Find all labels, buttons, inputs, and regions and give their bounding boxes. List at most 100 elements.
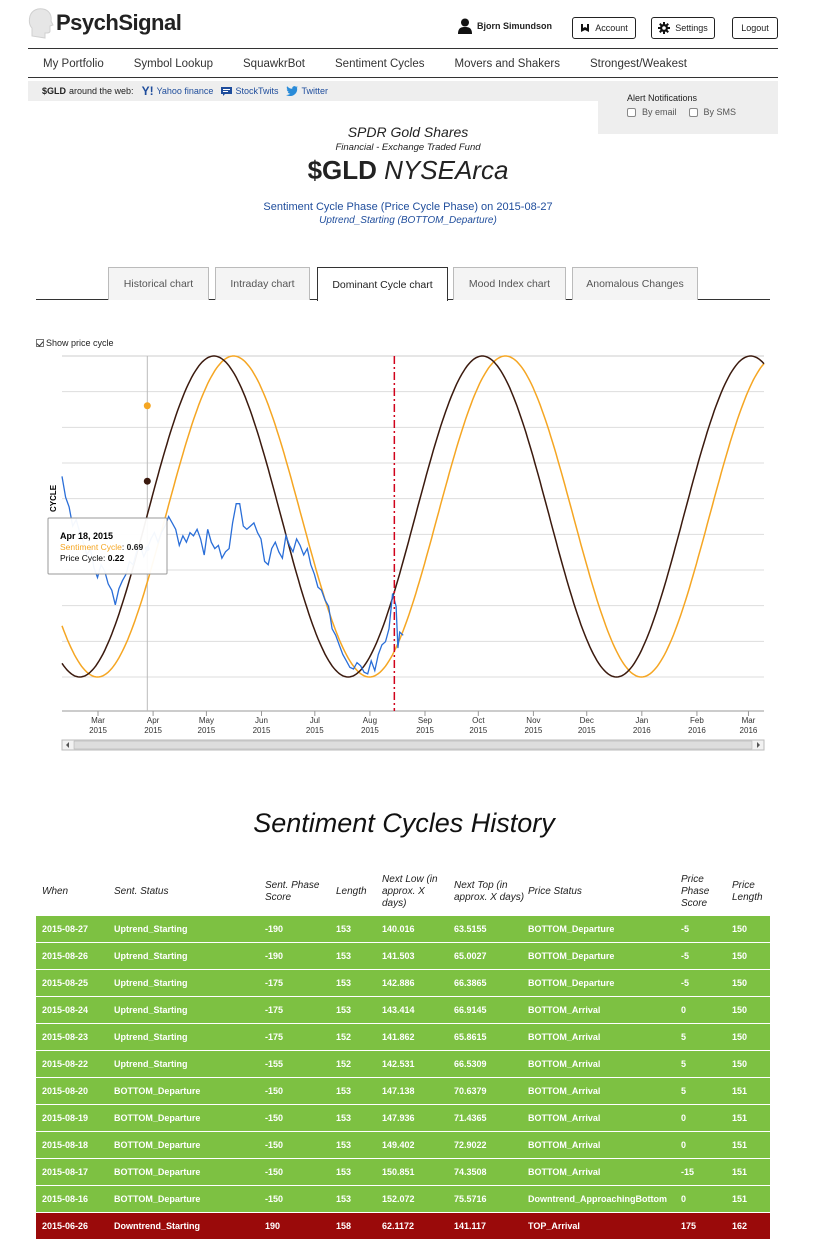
col-when-header[interactable]: When xyxy=(42,885,69,897)
twitter-link[interactable]: Twitter xyxy=(286,86,328,96)
nav-strongest-weakest[interactable]: Strongest/Weakest xyxy=(589,58,687,70)
scroll-right-icon[interactable] xyxy=(757,742,760,748)
tooltip-price-value: 0.22 xyxy=(108,553,125,563)
scroll-left-icon[interactable] xyxy=(66,742,69,748)
show-price-cycle-label: Show price cycle xyxy=(46,338,114,348)
cell-length: 153 xyxy=(336,1086,352,1096)
twitter-label: Twitter xyxy=(301,86,328,96)
cell-status: BOTTOM_Departure xyxy=(114,1194,201,1204)
chart-scrollbar[interactable] xyxy=(61,739,765,751)
yahoo-finance-link[interactable]: Y! Yahoo finance xyxy=(142,84,214,98)
tab-mood-index-chart[interactable]: Mood Index chart xyxy=(453,267,566,300)
x-tick-month-label: Nov xyxy=(526,716,540,725)
price-cycle-line[interactable] xyxy=(61,355,765,678)
price-cycle-point xyxy=(143,477,151,485)
table-row[interactable]: 2015-08-27 Uptrend_Starting -190 153 140.016… xyxy=(36,915,770,942)
stocktwits-link[interactable]: StockTwits xyxy=(221,86,278,96)
nav-movers-and-shakers[interactable]: Movers and Shakers xyxy=(454,58,560,70)
cell-price-status: Downtrend_ApproachingBottom xyxy=(528,1194,667,1204)
cell-price-length: 150 xyxy=(732,1059,748,1069)
dominant-cycle-chart[interactable]: CYCLE Mar2015Apr2015May2015Jun2015Jul201… xyxy=(0,340,816,760)
cell-when: 2015-08-19 xyxy=(42,1113,89,1123)
user-icon xyxy=(458,18,472,34)
x-tick-year-label: 2015 xyxy=(144,726,162,735)
col-price-status-header[interactable]: Price Status xyxy=(528,885,582,897)
tab-dominant-cycle-chart[interactable]: Dominant Cycle chart xyxy=(317,267,448,301)
cell-when: 2015-08-17 xyxy=(42,1167,89,1177)
user-profile[interactable]: Bjorn Simundson xyxy=(458,18,552,34)
table-row[interactable]: 2015-08-26 Uptrend_Starting -190 153 141.503… xyxy=(36,942,770,969)
logout-button[interactable]: Logout xyxy=(732,17,778,39)
tab-intraday-chart[interactable]: Intraday chart xyxy=(215,267,310,300)
col-sent-status-header[interactable]: Sent. Status xyxy=(114,885,169,897)
cell-status: Uptrend_Starting xyxy=(114,1005,188,1015)
cell-price-score: 5 xyxy=(681,1032,687,1042)
table-row[interactable]: 2015-08-24 Uptrend_Starting -175 153 143.414… xyxy=(36,996,770,1023)
nav-squawkrbot[interactable]: SquawkrBot xyxy=(243,58,306,70)
col-price-length-header[interactable]: Price Length xyxy=(732,879,763,903)
cell-next-low: 152.072 xyxy=(382,1194,415,1204)
col-next-top-header[interactable]: Next Top (in approx. X days) xyxy=(454,879,525,903)
cell-when: 2015-06-26 xyxy=(42,1221,89,1231)
table-row[interactable]: 2015-08-19 BOTTOM_Departure -150 153 147.936… xyxy=(36,1104,770,1131)
table-row[interactable]: 2015-08-20 BOTTOM_Departure -150 153 147.138… xyxy=(36,1077,770,1104)
settings-button[interactable]: Settings xyxy=(651,17,715,39)
alert-email-checkbox[interactable]: By email xyxy=(627,107,677,117)
cell-when: 2015-08-23 xyxy=(42,1032,89,1042)
cell-score: -175 xyxy=(265,1005,284,1015)
table-row[interactable]: 2015-08-22 Uptrend_Starting -155 152 142.531… xyxy=(36,1050,770,1077)
nav-symbol-lookup[interactable]: Symbol Lookup xyxy=(133,58,213,70)
cell-score: -155 xyxy=(265,1059,284,1069)
table-row[interactable]: 2015-06-26 Downtrend_Starting 190 158 62.117… xyxy=(36,1212,770,1239)
cell-when: 2015-08-26 xyxy=(42,951,89,961)
cell-next-top: 65.8615 xyxy=(454,1032,487,1042)
account-button[interactable]: Account xyxy=(572,17,636,39)
table-row[interactable]: 2015-08-18 BOTTOM_Departure -150 153 149.402… xyxy=(36,1131,770,1158)
table-row[interactable]: 2015-08-23 Uptrend_Starting -175 152 141.862… xyxy=(36,1023,770,1050)
sentiment-cycle-line[interactable] xyxy=(61,355,765,678)
col-sent-phase-score-header[interactable]: Sent. Phase Score xyxy=(265,879,320,903)
x-tick-year-label: 2015 xyxy=(361,726,379,735)
x-tick-month-label: Oct xyxy=(472,716,485,725)
alert-sms-label: By SMS xyxy=(703,107,737,117)
cell-price-score: -5 xyxy=(681,951,690,961)
cell-next-top: 66.5309 xyxy=(454,1059,487,1069)
stocktwits-label: StockTwits xyxy=(235,86,279,96)
nav-my-portfolio[interactable]: My Portfolio xyxy=(43,58,104,70)
cycle-phase-value: Uptrend_Starting (BOTTOM_Departure) xyxy=(319,215,497,226)
table-row[interactable]: 2015-08-16 BOTTOM_Departure -150 153 152.072… xyxy=(36,1185,770,1212)
show-price-cycle-checkbox[interactable]: Show price cycle xyxy=(36,338,114,348)
alert-sms-checkbox[interactable]: By SMS xyxy=(688,107,737,117)
cell-next-top: 74.3508 xyxy=(454,1167,487,1177)
tooltip-date: Apr 18, 2015 xyxy=(60,531,113,541)
around-label: around the web: xyxy=(69,86,134,96)
logo[interactable]: PsychSignal xyxy=(28,6,182,40)
tab-historical-chart[interactable]: Historical chart xyxy=(108,267,209,300)
cell-next-low: 142.886 xyxy=(382,978,415,988)
x-tick-month-label: Mar xyxy=(91,716,105,725)
chart-grid xyxy=(62,355,764,712)
cell-when: 2015-08-25 xyxy=(42,978,89,988)
header-divider xyxy=(28,48,778,49)
cell-score: -150 xyxy=(265,1086,284,1096)
security-symbol-line: $GLD NYSEArca xyxy=(0,155,816,186)
col-next-low-header[interactable]: Next Low (in approx. X days) xyxy=(382,873,438,909)
nav-sentiment-cycles[interactable]: Sentiment Cycles xyxy=(335,58,425,70)
around-the-web: $GLD around the web: Y! Yahoo finance St… xyxy=(28,81,598,101)
cell-price-length: 150 xyxy=(732,951,748,961)
x-tick-year-label: 2015 xyxy=(578,726,596,735)
x-tick-year-label: 2016 xyxy=(688,726,706,735)
tab-anomalous-changes[interactable]: Anomalous Changes xyxy=(572,267,698,300)
logo-head-icon xyxy=(28,6,54,40)
x-tick-year-label: 2016 xyxy=(633,726,651,735)
cell-status: BOTTOM_Departure xyxy=(114,1167,201,1177)
cell-status: Uptrend_Starting xyxy=(114,978,188,988)
col-price-phase-score-header[interactable]: Price Phase Score xyxy=(681,873,710,909)
yahoo-icon: Y! xyxy=(141,84,154,98)
col-length-header[interactable]: Length xyxy=(336,885,367,897)
table-row[interactable]: 2015-08-25 Uptrend_Starting -175 153 142.886… xyxy=(36,969,770,996)
sentiment-data-line[interactable] xyxy=(61,476,404,675)
table-row[interactable]: 2015-08-17 BOTTOM_Departure -150 153 150.851… xyxy=(36,1158,770,1185)
cycle-phase-heading[interactable]: Sentiment Cycle Phase (Price Cycle Phase… xyxy=(263,201,553,213)
scrollbar-thumb[interactable] xyxy=(73,740,753,750)
